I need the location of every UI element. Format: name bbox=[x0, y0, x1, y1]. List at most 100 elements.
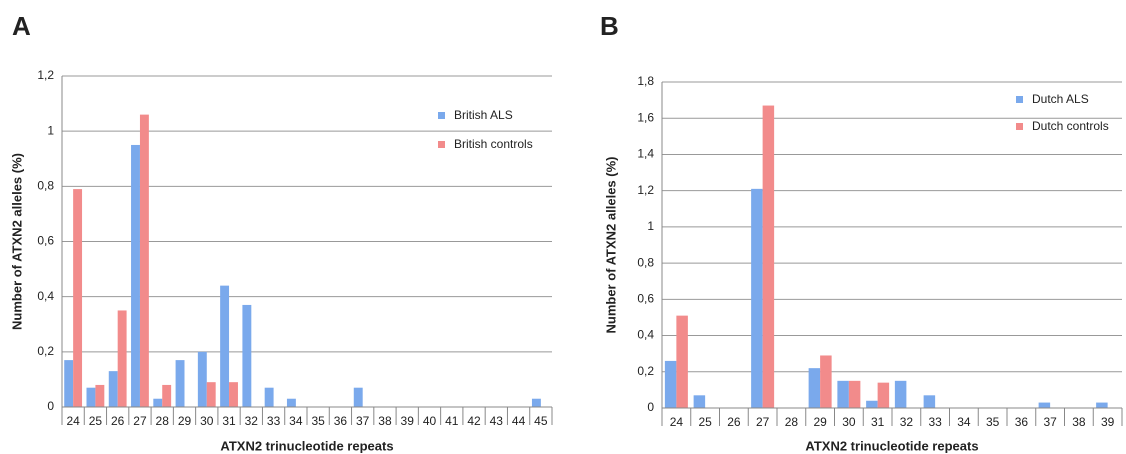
bar bbox=[837, 380, 849, 408]
x-tick-label: 45 bbox=[534, 414, 548, 428]
x-tick-label: 38 bbox=[378, 414, 392, 428]
bar bbox=[751, 188, 763, 408]
y-tick-label: 1,2 bbox=[637, 183, 654, 197]
y-tick-label: 1,2 bbox=[37, 68, 54, 82]
bar bbox=[264, 387, 274, 407]
bar bbox=[923, 395, 936, 408]
bar bbox=[762, 105, 775, 409]
bar bbox=[848, 380, 861, 408]
x-tick-label: 35 bbox=[986, 415, 1000, 429]
x-axis-title: ATXN2 trinucleotide repeats bbox=[220, 438, 393, 453]
y-tick-label: 0,6 bbox=[637, 292, 654, 306]
panel-label: B bbox=[600, 11, 619, 41]
bar bbox=[1038, 402, 1051, 408]
bar bbox=[73, 189, 83, 407]
y-tick-label: 1,8 bbox=[637, 74, 654, 88]
x-axis-title: ATXN2 trinucleotide repeats bbox=[805, 438, 978, 453]
x-tick-label: 43 bbox=[490, 414, 504, 428]
bar bbox=[197, 351, 207, 407]
x-tick-label: 32 bbox=[245, 414, 259, 428]
bar bbox=[153, 398, 163, 407]
x-tick-label: 39 bbox=[401, 414, 415, 428]
y-tick-label: 0,2 bbox=[37, 344, 54, 358]
panel-label: A bbox=[12, 11, 31, 41]
x-tick-label: 26 bbox=[727, 415, 741, 429]
x-tick-label: 41 bbox=[445, 414, 459, 428]
x-tick-label: 25 bbox=[89, 414, 103, 428]
y-tick-label: 0,8 bbox=[37, 179, 54, 193]
x-tick-label: 35 bbox=[311, 414, 325, 428]
y-tick-label: 0,6 bbox=[37, 234, 54, 248]
x-tick-label: 29 bbox=[813, 415, 827, 429]
x-tick-label: 24 bbox=[66, 414, 80, 428]
x-tick-label: 28 bbox=[785, 415, 799, 429]
bar bbox=[64, 360, 74, 407]
bar bbox=[286, 398, 296, 407]
bar bbox=[693, 395, 706, 408]
x-tick-label: 24 bbox=[670, 415, 684, 429]
y-tick-label: 0 bbox=[47, 399, 54, 413]
legend-swatch bbox=[438, 141, 445, 148]
x-tick-label: 34 bbox=[957, 415, 971, 429]
x-tick-label: 36 bbox=[1015, 415, 1029, 429]
bar bbox=[220, 285, 230, 407]
x-tick-label: 32 bbox=[900, 415, 914, 429]
x-tick-label: 34 bbox=[289, 414, 303, 428]
x-tick-label: 33 bbox=[267, 414, 281, 428]
x-tick-label: 40 bbox=[423, 414, 437, 428]
bar bbox=[206, 382, 216, 407]
y-tick-label: 0 bbox=[647, 400, 654, 414]
x-tick-label: 28 bbox=[156, 414, 170, 428]
legend-label: British ALS bbox=[454, 108, 513, 122]
x-tick-label: 33 bbox=[928, 415, 942, 429]
y-tick-label: 1 bbox=[47, 123, 54, 137]
bar bbox=[175, 360, 185, 407]
x-tick-label: 36 bbox=[334, 414, 348, 428]
bar bbox=[664, 360, 677, 408]
legend-label: Dutch controls bbox=[1032, 119, 1109, 133]
bar bbox=[139, 114, 149, 407]
y-tick-label: 1 bbox=[647, 219, 654, 233]
bar bbox=[894, 380, 907, 408]
x-tick-label: 37 bbox=[1043, 415, 1057, 429]
bar bbox=[808, 368, 821, 408]
bar bbox=[95, 384, 105, 407]
legend-swatch bbox=[1016, 123, 1023, 130]
y-tick-label: 0,2 bbox=[637, 364, 654, 378]
bar bbox=[131, 144, 140, 408]
bar bbox=[1096, 402, 1108, 408]
x-tick-label: 31 bbox=[871, 415, 885, 429]
y-tick-label: 1,6 bbox=[637, 110, 654, 124]
bar bbox=[117, 310, 127, 407]
x-tick-label: 27 bbox=[133, 414, 147, 428]
x-tick-label: 27 bbox=[756, 415, 770, 429]
legend-label: British controls bbox=[454, 137, 533, 151]
y-tick-label: 0,8 bbox=[637, 255, 654, 269]
bar bbox=[86, 387, 96, 407]
x-tick-label: 44 bbox=[512, 414, 526, 428]
x-tick-label: 25 bbox=[698, 415, 712, 429]
legend-swatch bbox=[1016, 96, 1023, 103]
x-tick-label: 26 bbox=[111, 414, 125, 428]
y-tick-label: 0,4 bbox=[637, 328, 654, 342]
bar bbox=[866, 400, 878, 408]
bar bbox=[353, 387, 363, 407]
x-tick-label: 37 bbox=[356, 414, 370, 428]
x-tick-label: 30 bbox=[842, 415, 856, 429]
y-axis-title: Number of ATXN2 alleles (%) bbox=[9, 153, 24, 330]
x-tick-label: 29 bbox=[178, 414, 192, 428]
bar bbox=[229, 382, 238, 407]
bar bbox=[877, 382, 890, 408]
x-tick-label: 30 bbox=[200, 414, 214, 428]
x-tick-label: 38 bbox=[1072, 415, 1086, 429]
bar bbox=[242, 304, 252, 407]
y-tick-label: 1,4 bbox=[637, 147, 654, 161]
x-tick-label: 42 bbox=[467, 414, 481, 428]
x-tick-label: 31 bbox=[222, 414, 236, 428]
bar bbox=[162, 384, 172, 407]
y-axis-title: Number of ATXN2 alleles (%) bbox=[603, 157, 618, 334]
legend-swatch bbox=[438, 112, 445, 119]
legend-label: Dutch ALS bbox=[1032, 92, 1089, 106]
x-tick-label: 39 bbox=[1101, 415, 1115, 429]
